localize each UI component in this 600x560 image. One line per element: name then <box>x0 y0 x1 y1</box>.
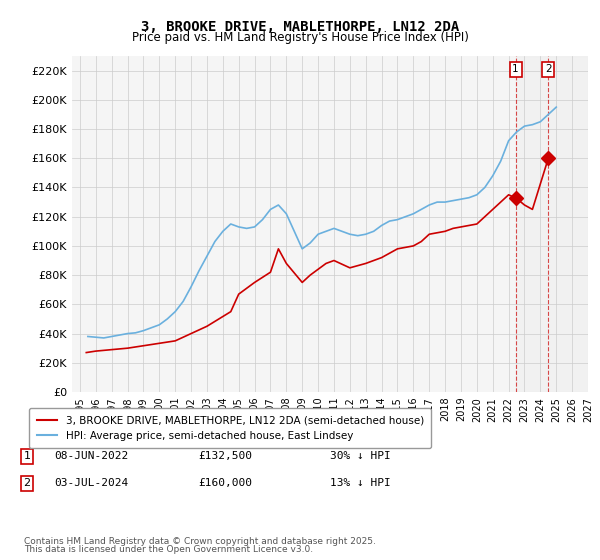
Text: 1: 1 <box>512 64 519 74</box>
Text: 1: 1 <box>23 451 31 461</box>
Text: 30% ↓ HPI: 30% ↓ HPI <box>330 451 391 461</box>
Text: £160,000: £160,000 <box>198 478 252 488</box>
Text: 2: 2 <box>545 64 551 74</box>
Text: Price paid vs. HM Land Registry's House Price Index (HPI): Price paid vs. HM Land Registry's House … <box>131 31 469 44</box>
Text: 3, BROOKE DRIVE, MABLETHORPE, LN12 2DA: 3, BROOKE DRIVE, MABLETHORPE, LN12 2DA <box>141 20 459 34</box>
Text: £132,500: £132,500 <box>198 451 252 461</box>
Text: 2: 2 <box>23 478 31 488</box>
Bar <box>515 56 588 392</box>
Text: Contains HM Land Registry data © Crown copyright and database right 2025.: Contains HM Land Registry data © Crown c… <box>24 537 376 546</box>
Text: 08-JUN-2022: 08-JUN-2022 <box>54 451 128 461</box>
Legend: 3, BROOKE DRIVE, MABLETHORPE, LN12 2DA (semi-detached house), HPI: Average price: 3, BROOKE DRIVE, MABLETHORPE, LN12 2DA (… <box>29 408 431 448</box>
Text: 13% ↓ HPI: 13% ↓ HPI <box>330 478 391 488</box>
Text: 03-JUL-2024: 03-JUL-2024 <box>54 478 128 488</box>
Text: This data is licensed under the Open Government Licence v3.0.: This data is licensed under the Open Gov… <box>24 545 313 554</box>
